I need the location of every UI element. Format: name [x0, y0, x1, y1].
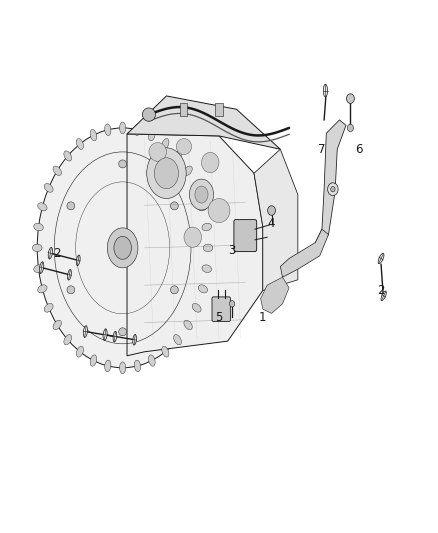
Ellipse shape: [105, 360, 111, 372]
Text: 5: 5: [215, 311, 223, 324]
Ellipse shape: [119, 160, 127, 168]
Ellipse shape: [90, 130, 97, 141]
Ellipse shape: [202, 223, 212, 231]
Ellipse shape: [195, 186, 208, 203]
Ellipse shape: [192, 303, 201, 312]
Ellipse shape: [184, 166, 192, 175]
Ellipse shape: [114, 237, 131, 259]
Ellipse shape: [162, 346, 169, 357]
Ellipse shape: [37, 128, 208, 368]
Ellipse shape: [148, 130, 155, 141]
Ellipse shape: [67, 286, 75, 294]
Ellipse shape: [154, 158, 178, 189]
Ellipse shape: [90, 355, 97, 366]
Circle shape: [268, 206, 276, 215]
Ellipse shape: [190, 179, 214, 210]
Ellipse shape: [170, 202, 178, 210]
Ellipse shape: [120, 122, 126, 134]
Ellipse shape: [76, 139, 84, 149]
Circle shape: [328, 183, 338, 196]
Polygon shape: [315, 120, 346, 245]
Ellipse shape: [378, 253, 384, 264]
Ellipse shape: [192, 183, 201, 192]
Ellipse shape: [148, 355, 155, 366]
Ellipse shape: [208, 199, 230, 223]
Ellipse shape: [134, 360, 141, 372]
Ellipse shape: [76, 255, 80, 265]
Polygon shape: [127, 96, 280, 149]
Text: 2: 2: [377, 284, 385, 297]
Text: 2: 2: [53, 247, 61, 260]
Ellipse shape: [44, 183, 53, 192]
Ellipse shape: [64, 335, 72, 345]
Text: 3: 3: [229, 244, 236, 257]
Bar: [180, 103, 187, 116]
Ellipse shape: [38, 203, 47, 211]
Ellipse shape: [53, 166, 61, 175]
Ellipse shape: [147, 148, 186, 198]
Circle shape: [230, 301, 235, 307]
Ellipse shape: [39, 262, 44, 273]
Ellipse shape: [120, 362, 126, 374]
Ellipse shape: [64, 151, 72, 161]
Ellipse shape: [176, 139, 192, 155]
Ellipse shape: [48, 247, 53, 259]
Ellipse shape: [119, 328, 127, 336]
Ellipse shape: [184, 227, 201, 247]
Ellipse shape: [184, 320, 192, 330]
Text: 6: 6: [355, 143, 363, 156]
Ellipse shape: [162, 139, 169, 149]
Text: 7: 7: [318, 143, 326, 156]
Polygon shape: [280, 229, 328, 277]
Ellipse shape: [202, 265, 212, 272]
FancyBboxPatch shape: [234, 220, 257, 252]
Polygon shape: [254, 149, 298, 290]
Ellipse shape: [134, 124, 141, 135]
Ellipse shape: [149, 142, 166, 161]
Ellipse shape: [142, 108, 155, 122]
Circle shape: [346, 94, 354, 103]
Ellipse shape: [173, 335, 181, 345]
Ellipse shape: [173, 151, 181, 161]
Ellipse shape: [34, 265, 43, 272]
Ellipse shape: [133, 335, 137, 345]
Ellipse shape: [53, 320, 61, 330]
Text: 1: 1: [258, 311, 266, 324]
Ellipse shape: [170, 286, 178, 294]
Ellipse shape: [83, 326, 88, 337]
Ellipse shape: [44, 303, 53, 312]
Circle shape: [347, 124, 353, 132]
FancyBboxPatch shape: [212, 297, 230, 321]
Ellipse shape: [381, 291, 386, 301]
Ellipse shape: [76, 346, 84, 357]
Ellipse shape: [34, 223, 43, 231]
Bar: [215, 103, 223, 116]
Polygon shape: [261, 277, 289, 313]
Ellipse shape: [67, 202, 75, 210]
Polygon shape: [127, 134, 263, 356]
Ellipse shape: [107, 228, 138, 268]
Ellipse shape: [203, 244, 213, 252]
Ellipse shape: [67, 270, 71, 280]
Text: 4: 4: [268, 217, 276, 230]
Ellipse shape: [198, 203, 208, 211]
Ellipse shape: [32, 244, 42, 252]
Ellipse shape: [103, 329, 107, 341]
Ellipse shape: [323, 84, 328, 97]
Ellipse shape: [113, 332, 117, 342]
Ellipse shape: [105, 124, 111, 135]
Circle shape: [331, 187, 335, 192]
Ellipse shape: [201, 152, 219, 173]
Ellipse shape: [198, 285, 208, 293]
Ellipse shape: [38, 285, 47, 293]
